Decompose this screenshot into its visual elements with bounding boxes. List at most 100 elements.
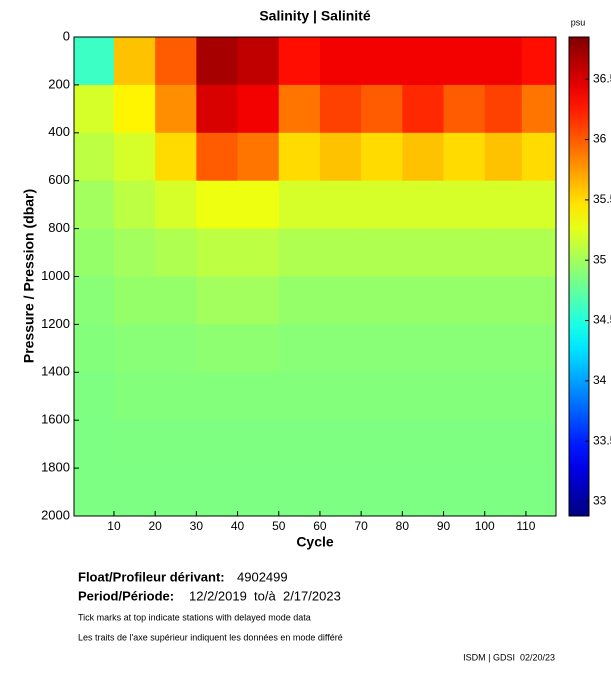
heat-cell [278,468,321,517]
heat-cell [361,372,403,421]
heat-cell [319,37,362,86]
heat-cell [113,372,156,421]
heat-cell [196,37,239,86]
heat-cell [484,180,523,230]
credit: ISDM | GDSI 02/20/23 [463,652,555,662]
heat-cell [237,420,280,469]
heat-cell [74,468,115,517]
heat-cell [155,276,197,325]
colorbar-tick-label: 33.5 [593,433,611,447]
heat-cell [319,228,362,277]
colorbar-tick-label: 36 [593,132,607,146]
period-label: Period/Période: [78,588,174,603]
heat-cell [278,84,321,134]
heat-cell [196,468,239,517]
heat-cell [319,276,362,325]
heat-cell [484,276,523,325]
y-tick-label: 200 [48,76,70,91]
y-tick-label: 1800 [41,460,70,475]
y-axis-label: Pressure / Pression (dbar) [21,189,37,363]
y-tick-label: 1600 [41,412,70,427]
heat-cell [155,420,197,469]
heat-cell [278,372,321,421]
y-tick-label: 0 [63,28,70,43]
y-tick-label: 400 [48,124,70,139]
heat-cell [484,37,523,86]
y-tick-label: 600 [48,172,70,187]
heat-cell [484,132,523,182]
heat-cell [74,84,115,134]
heat-cell [361,180,403,230]
x-tick-label: 70 [354,519,368,533]
heat-cell [402,84,445,134]
colorbar-tick-label: 34.5 [593,313,611,327]
heat-cell [155,132,197,182]
heat-cell [113,132,156,182]
heat-cell [113,228,156,277]
heat-cell [361,420,403,469]
heat-cell [196,132,239,182]
period: 12/2/2019 to/à 2/17/2023 [189,588,341,603]
heat-cell [484,228,523,277]
heat-cell [484,420,523,469]
heat-cell [113,37,156,86]
float-label: Float/Profileur dérivant: [78,569,225,584]
heat-cell [237,276,280,325]
heat-cell [402,420,445,469]
heat-cell [361,468,403,517]
heat-cell [74,37,115,86]
heat-cell [237,132,280,182]
heat-cell [237,324,280,373]
heat-cell [237,468,280,517]
y-tick-label: 1200 [41,316,70,331]
heat-cell [402,37,445,86]
heat-cell [74,180,115,230]
heat-cell [402,276,445,325]
heat-cell [113,276,156,325]
x-tick-label: 100 [475,519,495,533]
heat-cell [74,420,115,469]
heat-cell [521,180,557,230]
heat-cell [319,180,362,230]
heat-cell [521,420,557,469]
heat-cell [74,228,115,277]
colorbar [568,36,590,517]
colorbar-tick-label: 34 [593,373,607,387]
heat-cell [237,372,280,421]
heat-cell [237,228,280,277]
heat-cell [484,84,523,134]
heat-cell [196,276,239,325]
x-tick-label: 30 [190,519,204,533]
heat-cell [443,132,486,182]
heat-cell [402,132,445,182]
heat-cell [361,84,403,134]
heat-cell [402,372,445,421]
heat-cell [521,276,557,325]
heat-cell [361,228,403,277]
heat-cell [113,324,156,373]
heat-cell [443,324,486,373]
colorbar-label: psu [571,17,586,27]
heat-cell [113,420,156,469]
colorbar-tick-label: 33 [593,494,607,508]
x-tick-label: 50 [272,519,286,533]
heat-cell [74,372,115,421]
heat-cell [361,37,403,86]
heat-cell [237,84,280,134]
colorbar-tick-label: 36.5 [593,71,611,85]
heat-cell [278,420,321,469]
heat-cell [443,84,486,134]
heat-cell [484,372,523,421]
heat-cell [443,180,486,230]
heat-cell [484,468,523,517]
heat-cell [155,228,197,277]
colorbar-tick-label: 35.5 [593,192,611,206]
y-tick-label: 800 [48,220,70,235]
heat-cell [402,180,445,230]
heat-cell [278,37,321,86]
y-tick-label: 1400 [41,364,70,379]
heat-cell [484,324,523,373]
heat-cell [155,84,197,134]
heat-cell [521,468,557,517]
